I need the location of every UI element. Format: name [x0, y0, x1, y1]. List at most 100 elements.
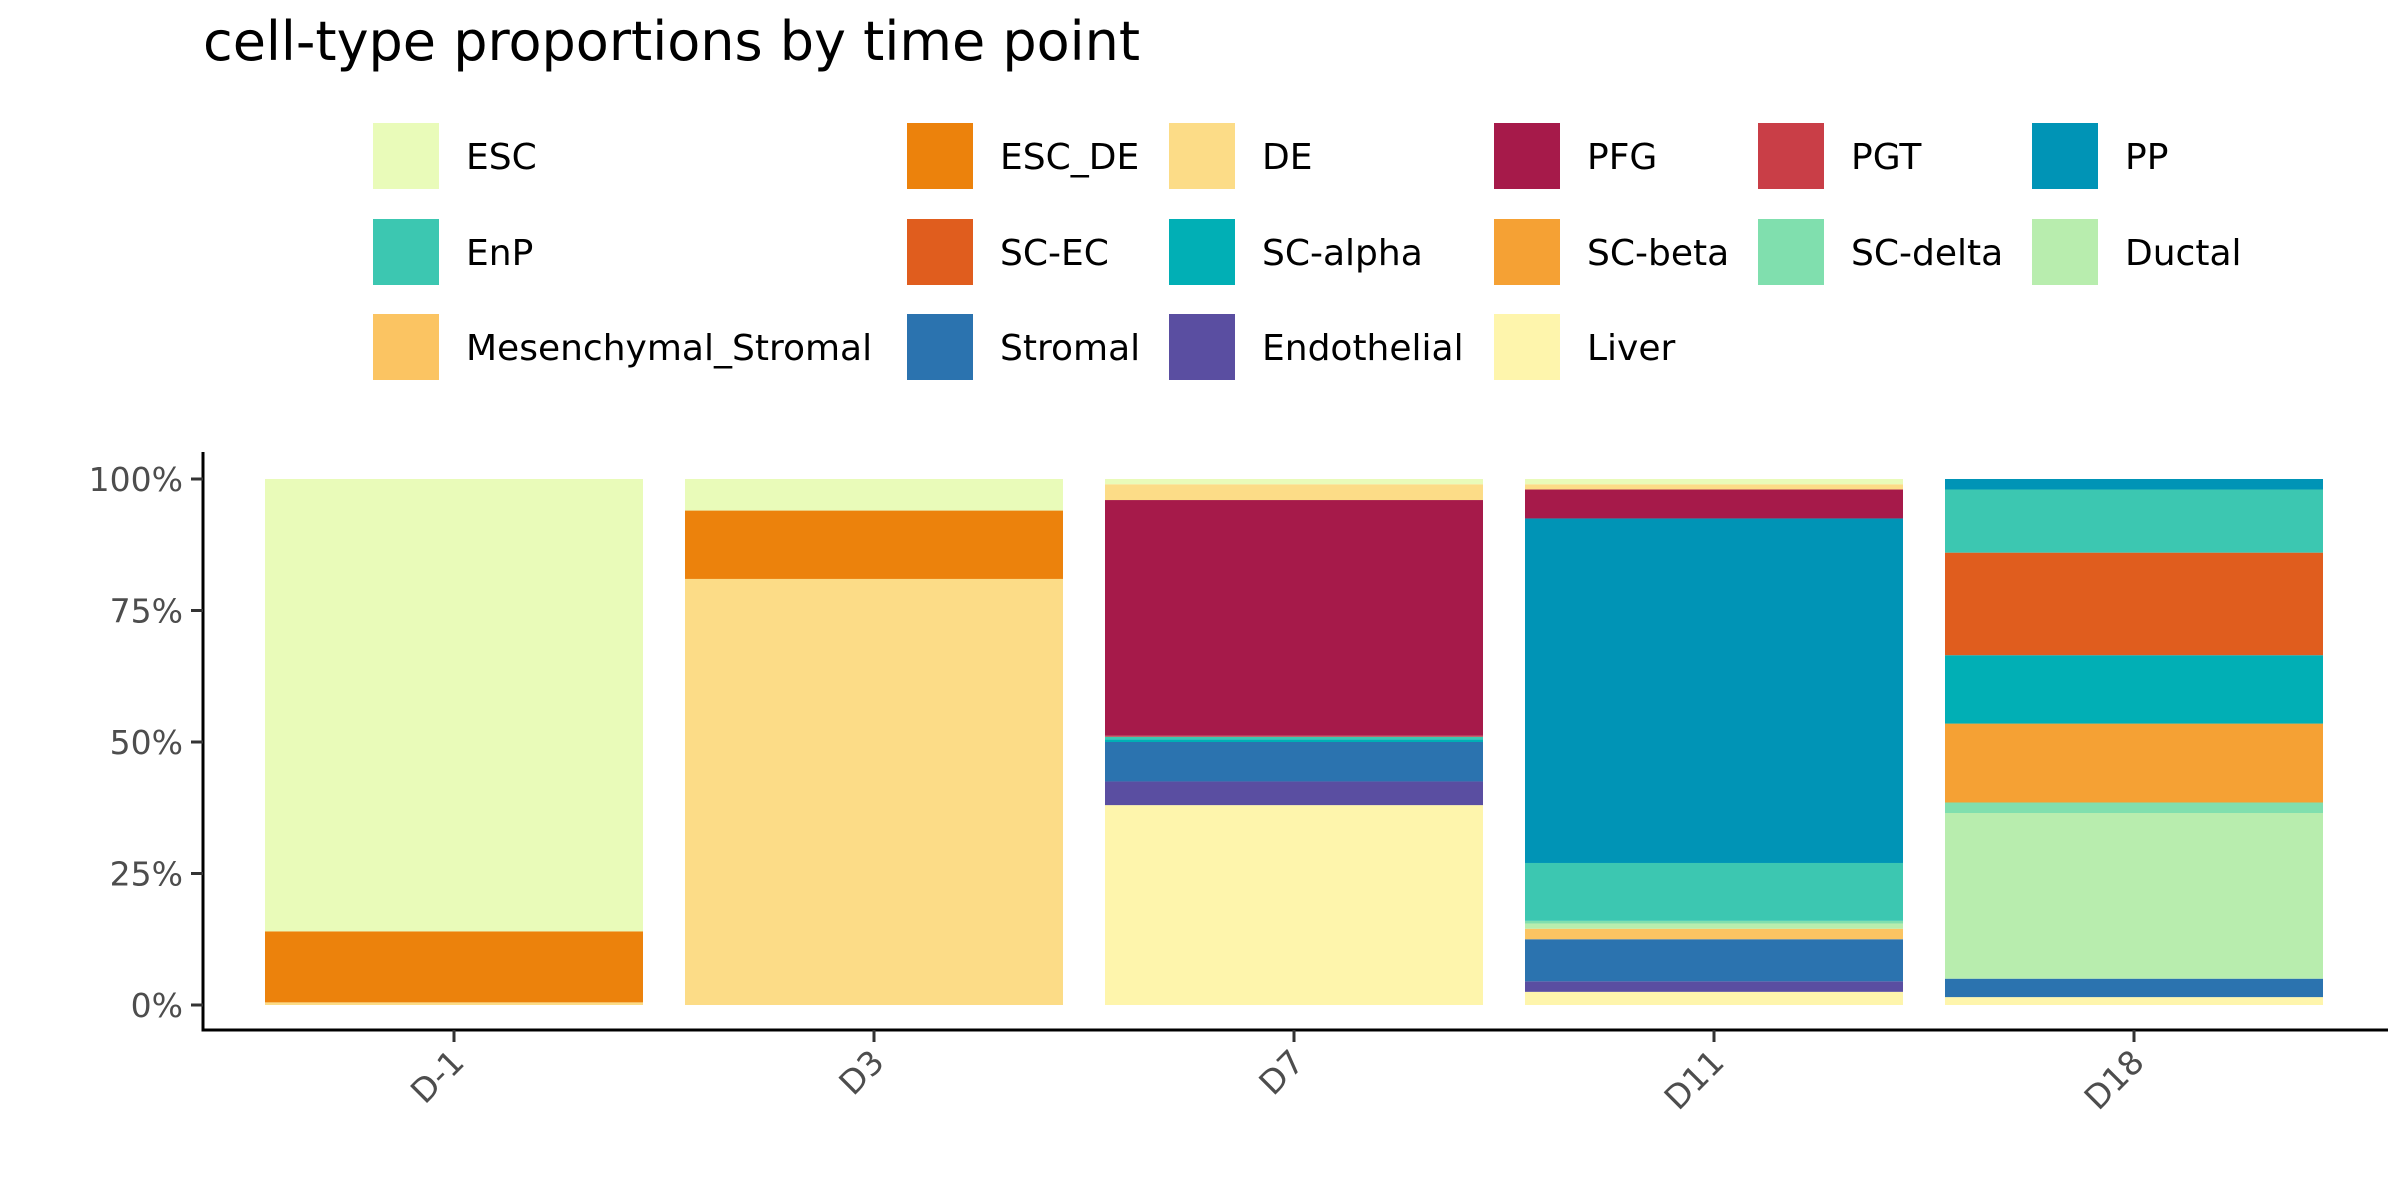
- legend-swatch: [373, 219, 439, 285]
- legend-item-sc-alpha: SC-alpha: [1169, 219, 1423, 285]
- bar-segment-d7-enp: [1105, 736, 1483, 740]
- legend-label: SC-EC: [1000, 233, 1109, 274]
- bar-segment-d7-stromal: [1105, 742, 1483, 782]
- legend-swatch: [1758, 123, 1824, 189]
- y-tick-label: 0%: [131, 986, 183, 1025]
- bar-stack-d18: [1945, 479, 2323, 1005]
- y-tick-label: 100%: [89, 460, 183, 499]
- bar-segment-d18-sc-beta: [1945, 723, 2323, 803]
- legend-swatch: [907, 219, 973, 285]
- bar-segment-d11-mesenchymal-stromal: [1525, 928, 1903, 940]
- legend-item-pfg: PFG: [1494, 123, 1657, 189]
- legend-item-ductal: Ductal: [2032, 219, 2242, 285]
- legend-label: Endothelial: [1262, 328, 1464, 369]
- legend-label: PGT: [1851, 137, 1922, 178]
- bar-segment-d7-endothelial: [1105, 781, 1483, 806]
- bar-segment-d7-pgt: [1105, 735, 1483, 737]
- legend-item-mesenchymal-stromal: Mesenchymal_Stromal: [373, 314, 872, 380]
- bar-segment-d18-pp: [1945, 479, 2323, 490]
- legend-label: PFG: [1587, 137, 1657, 178]
- bar-segment-d7-de: [1105, 484, 1483, 501]
- legend-label: SC-delta: [1851, 233, 2003, 274]
- legend-item-esc: ESC: [373, 123, 537, 189]
- legend-label: PP: [2125, 137, 2168, 178]
- legend-swatch: [1494, 314, 1560, 380]
- bar-segment-d11-pfg: [1525, 489, 1903, 519]
- legend-swatch: [907, 123, 973, 189]
- y-tick-label: 50%: [110, 723, 183, 762]
- legend-swatch: [1758, 219, 1824, 285]
- bar-segment-d18-liver: [1945, 997, 2323, 1005]
- bar-segment-d11-sc-delta: [1525, 920, 1903, 924]
- legend-item-de: DE: [1169, 123, 1312, 189]
- bar-segment-d18-enp: [1945, 489, 2323, 553]
- bar-segment-d11-liver: [1525, 991, 1903, 1005]
- x-tick-label-d18: D18: [2076, 1042, 2151, 1117]
- bar-segment-d11-pp: [1525, 518, 1903, 863]
- bar-segment-d11-enp: [1525, 862, 1903, 921]
- legend-item-stromal: Stromal: [907, 314, 1140, 380]
- legend-item-sc-delta: SC-delta: [1758, 219, 2003, 285]
- legend-label: ESC_DE: [1000, 137, 1139, 178]
- bar-segment-d3-de: [685, 578, 1063, 1005]
- bar-segment-d11-de: [1525, 484, 1903, 490]
- bar-segment-d18-ductal: [1945, 813, 2323, 979]
- legend-item-pp: PP: [2032, 123, 2168, 189]
- x-tick-label-d11: D11: [1656, 1042, 1731, 1117]
- legend-swatch: [1494, 219, 1560, 285]
- legend-swatch: [1169, 219, 1235, 285]
- x-tick-label-d-1: D-1: [403, 1042, 472, 1111]
- legend-item-esc-de: ESC_DE: [907, 123, 1139, 189]
- legend-label: Mesenchymal_Stromal: [466, 328, 872, 369]
- legend-item-enp: EnP: [373, 219, 533, 285]
- legend-item-sc-beta: SC-beta: [1494, 219, 1729, 285]
- legend-swatch: [1169, 314, 1235, 380]
- legend-label: ESC: [466, 137, 537, 178]
- bar-segment-d11-endothelial: [1525, 981, 1903, 992]
- bars: [265, 479, 2323, 1005]
- bar-segment-d18-sc-alpha: [1945, 655, 2323, 724]
- bar-segment-d7-esc: [1105, 479, 1483, 485]
- legend-item-liver: Liver: [1494, 314, 1676, 380]
- bar-segment-d3-esc-de: [685, 510, 1063, 579]
- bar-segment-d-1-esc-de: [265, 931, 643, 1003]
- legend-label: EnP: [466, 233, 533, 274]
- bar-stack-d7: [1105, 479, 1483, 1005]
- x-tick-label-d3: D3: [831, 1042, 891, 1102]
- bar-segment-d7-pfg: [1105, 500, 1483, 736]
- legend-label: SC-beta: [1587, 233, 1729, 274]
- legend: ESC ESC_DE DE PFG PGT PP EnP SC-EC SC-alpha SC-be…: [373, 123, 2242, 380]
- legend-swatch: [373, 314, 439, 380]
- bar-stack-d11: [1525, 479, 1903, 1005]
- y-tick-label: 75%: [110, 592, 183, 631]
- bar-segment-d7-sc-alpha: [1105, 739, 1483, 742]
- legend-label: Stromal: [1000, 328, 1140, 369]
- legend-swatch: [1169, 123, 1235, 189]
- bar-segment-d18-sc-delta: [1945, 802, 2323, 814]
- bar-segment-d18-sc-ec: [1945, 552, 2323, 656]
- bar-stack-d-1: [265, 479, 643, 1005]
- legend-label: Ductal: [2125, 233, 2242, 274]
- legend-swatch: [907, 314, 973, 380]
- legend-item-sc-ec: SC-EC: [907, 219, 1109, 285]
- bar-segment-d3-esc: [685, 479, 1063, 511]
- legend-swatch: [1494, 123, 1560, 189]
- bar-stack-d3: [685, 479, 1063, 1005]
- legend-swatch: [2032, 219, 2098, 285]
- bar-segment-d18-stromal: [1945, 978, 2323, 998]
- bar-segment-d11-esc: [1525, 479, 1903, 485]
- legend-label: SC-alpha: [1262, 233, 1423, 274]
- chart-title: cell-type proportions by time point: [203, 10, 1140, 73]
- y-tick-label: 25%: [110, 855, 183, 894]
- bar-segment-d11-stromal: [1525, 939, 1903, 982]
- legend-swatch: [2032, 123, 2098, 189]
- legend-item-pgt: PGT: [1758, 123, 1922, 189]
- legend-label: Liver: [1587, 328, 1676, 369]
- legend-item-endothelial: Endothelial: [1169, 314, 1464, 380]
- bar-segment-d-1-de: [265, 1002, 643, 1005]
- bar-segment-d-1-esc: [265, 479, 643, 932]
- legend-swatch: [373, 123, 439, 189]
- x-tick-label-d7: D7: [1251, 1042, 1311, 1102]
- legend-label: DE: [1262, 137, 1312, 178]
